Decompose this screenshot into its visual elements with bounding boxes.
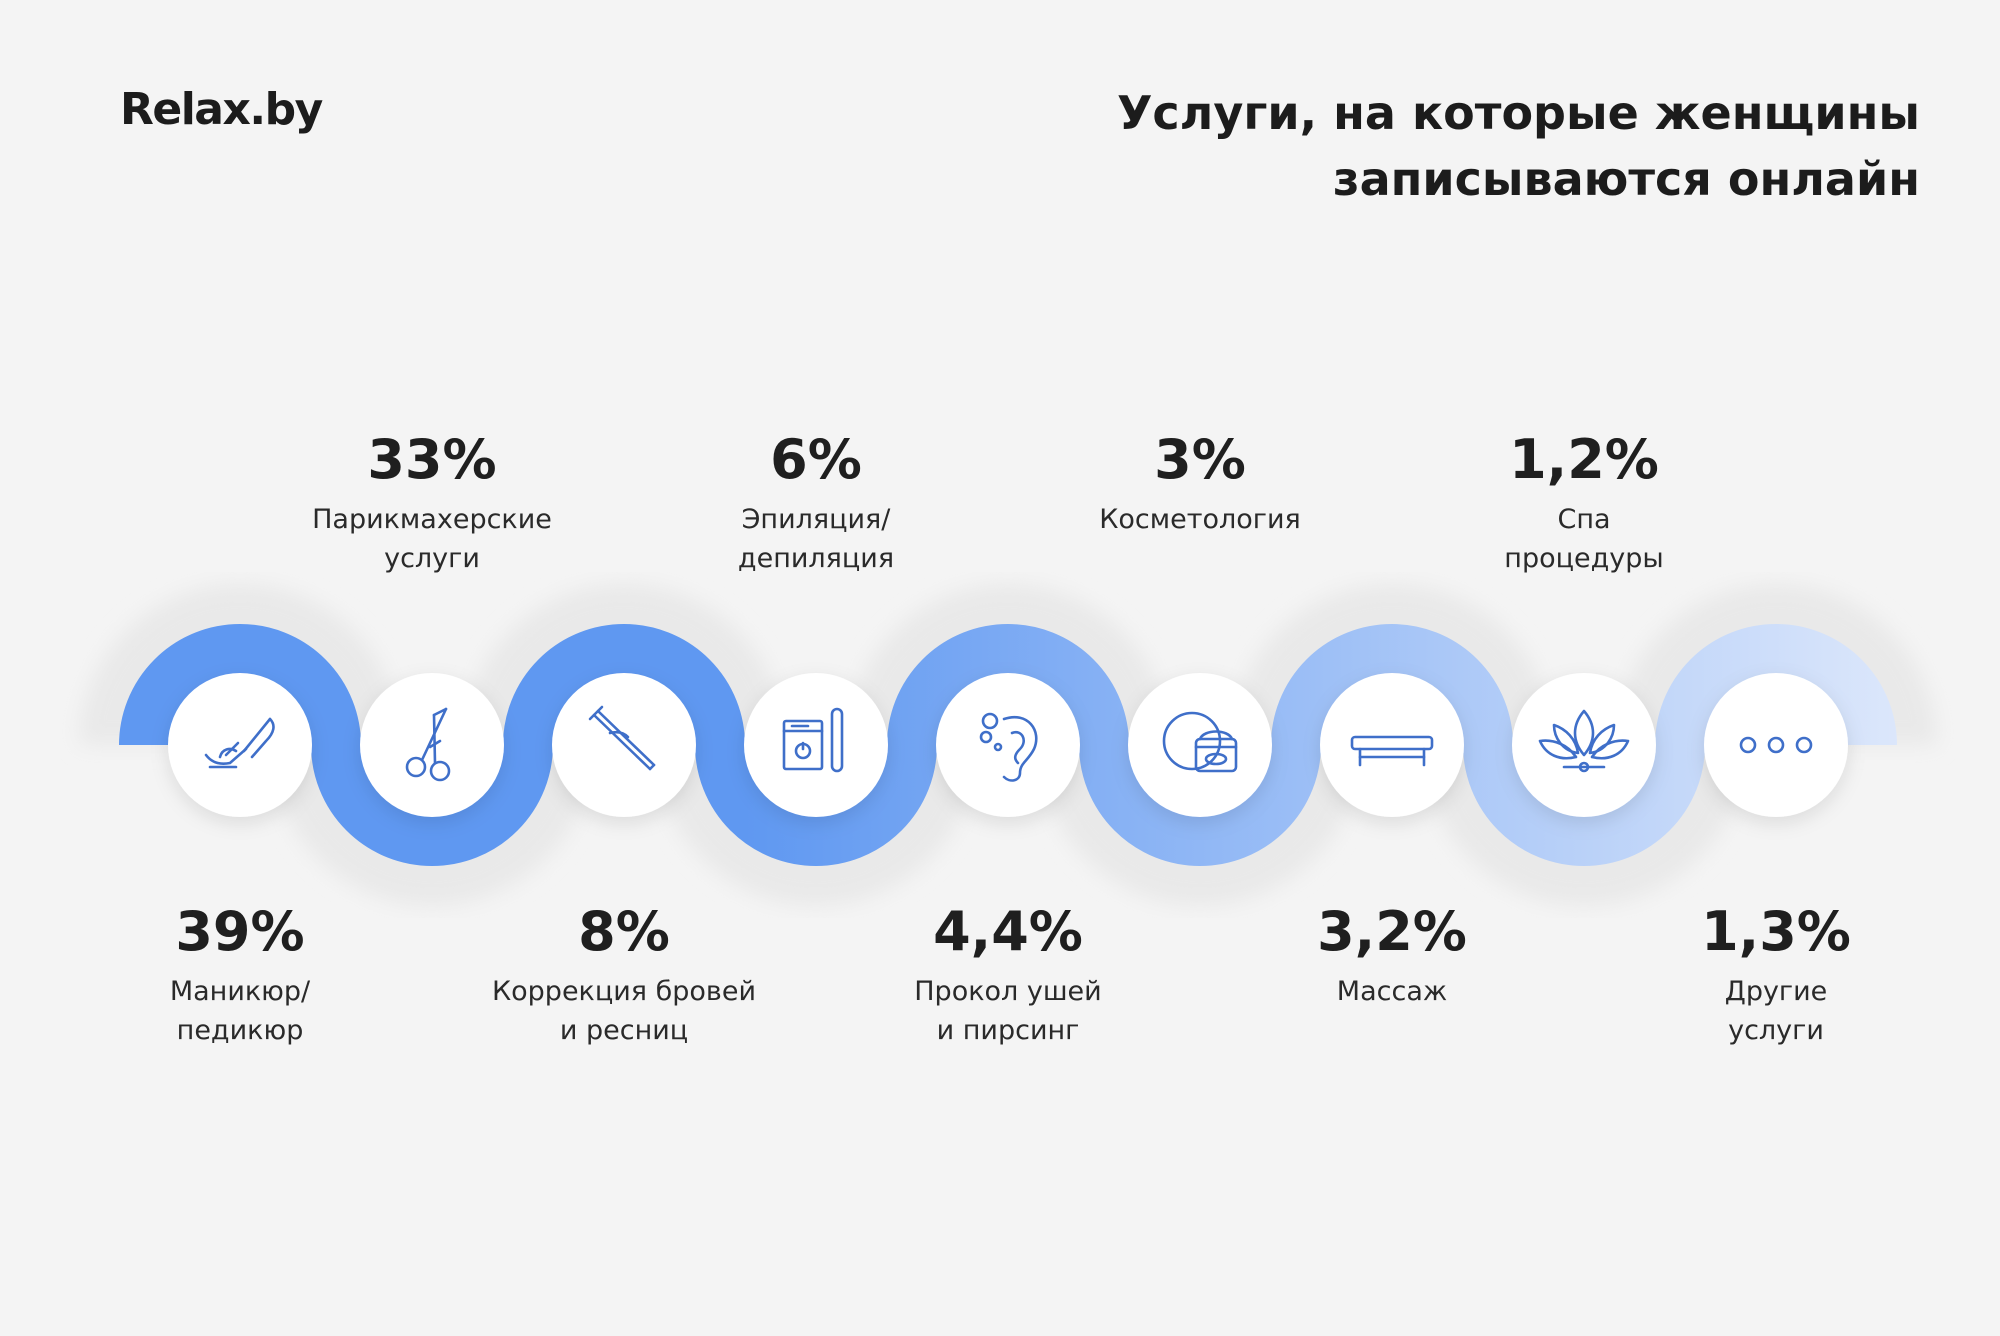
service-circle	[744, 673, 888, 817]
stat-label: услуги	[1728, 1015, 1824, 1046]
title-line-2: записываются онлайн	[1332, 152, 1920, 206]
stat-percent: 1,2%	[1509, 428, 1659, 491]
stat-label: педикюр	[176, 1015, 304, 1046]
stat-lotus: 1,2% Спа процедуры	[1414, 428, 1754, 578]
service-node	[360, 673, 504, 817]
stat-label: и ресниц	[559, 1015, 689, 1046]
stat-label: Эпиляция/	[741, 504, 891, 535]
manicure-icon	[204, 717, 275, 769]
stat-percent: 1,3%	[1701, 900, 1851, 963]
service-circle	[1320, 673, 1464, 817]
more-icon	[1739, 736, 1813, 754]
lotus-icon	[1538, 709, 1630, 773]
service-circle	[1512, 673, 1656, 817]
stat-label: Косметология	[1099, 504, 1301, 535]
wave-ribbon	[79, 584, 1937, 906]
cream-jar-icon	[1162, 711, 1238, 773]
service-circle	[936, 673, 1080, 817]
stat-percent: 3%	[1154, 428, 1246, 491]
stat-wax: 6% Эпиляция/депиляция	[646, 428, 986, 578]
stat-label: Массаж	[1336, 976, 1448, 1007]
logo: Relax.by	[120, 84, 323, 135]
stat-label: депиляция	[737, 543, 895, 574]
page-title: Услуги, на которые женщины записываются …	[1117, 80, 1920, 212]
stat-label: Другие	[1724, 976, 1828, 1007]
stat-manicure: 39% Маникюр/педикюр	[70, 900, 410, 1050]
service-node	[1128, 673, 1272, 817]
stat-percent: 4,4%	[933, 900, 1083, 963]
service-node	[552, 673, 696, 817]
tweezers-icon	[588, 705, 656, 771]
service-node	[744, 673, 888, 817]
title-line-1: Услуги, на которые женщины	[1116, 86, 1920, 140]
stat-percent: 6%	[770, 428, 862, 491]
stat-tweezers: 8% Коррекция бровей и ресниц	[454, 900, 794, 1050]
service-node	[168, 673, 312, 817]
stat-percent: 8%	[578, 900, 670, 963]
service-node	[1512, 673, 1656, 817]
scissors-icon	[405, 707, 451, 782]
stat-percent: 39%	[175, 900, 305, 963]
stat-label: Прокол ушей	[914, 976, 1102, 1007]
stat-label: Маникюр/	[169, 976, 311, 1007]
service-node	[1704, 673, 1848, 817]
wax-icon	[782, 707, 844, 773]
stat-ear-piercing: 4,4% Прокол ушей и пирсинг	[838, 900, 1178, 1050]
service-node	[936, 673, 1080, 817]
stat-more: 1,3% Другие услуги	[1606, 900, 1946, 1050]
stat-massage-table: 3,2% Массаж	[1222, 900, 1562, 1011]
stat-label: и пирсинг	[936, 1015, 1080, 1046]
stat-cream-jar: 3% Косметология	[1030, 428, 1370, 539]
service-circle	[1704, 673, 1848, 817]
wave-band	[119, 624, 1897, 866]
stat-percent: 33%	[367, 428, 497, 491]
stat-label: Парикмахерские	[312, 504, 552, 535]
stat-label: Коррекция бровей	[491, 976, 756, 1007]
service-node	[1320, 673, 1464, 817]
stat-scissors: 33% Парикмахерские услуги	[262, 428, 602, 578]
service-circle	[1128, 673, 1272, 817]
ear-piercing-icon	[979, 712, 1038, 782]
stat-label: Спа	[1557, 504, 1611, 535]
service-circle	[168, 673, 312, 817]
stat-label: услуги	[384, 543, 480, 574]
stat-percent: 3,2%	[1317, 900, 1467, 963]
stat-label: процедуры	[1504, 543, 1664, 574]
massage-table-icon	[1350, 735, 1434, 767]
